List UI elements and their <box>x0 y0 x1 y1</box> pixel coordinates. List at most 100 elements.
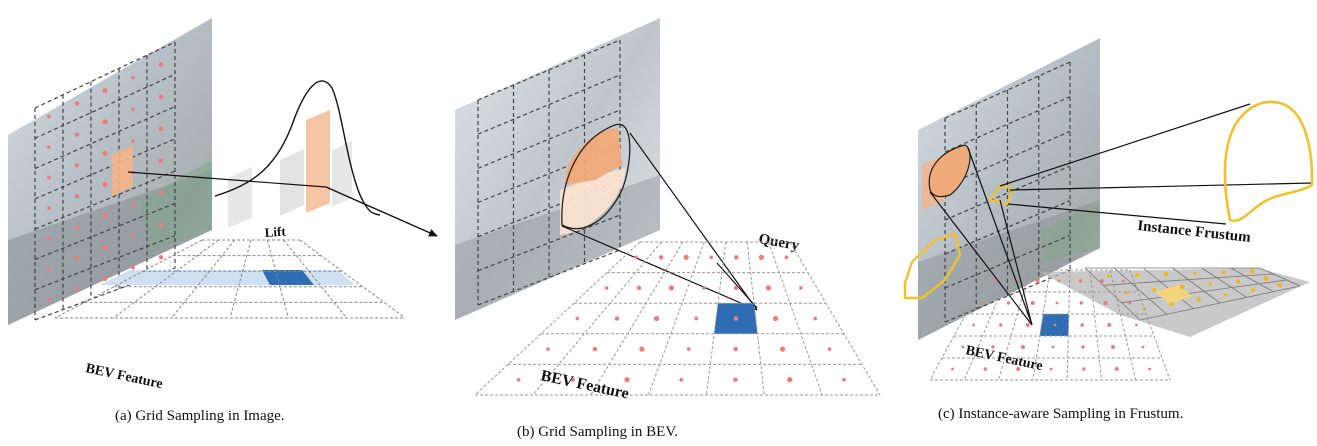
sample-point <box>686 347 691 351</box>
projected-region <box>560 123 631 235</box>
bev-grid-line <box>746 241 765 396</box>
instance-outline-car <box>903 232 962 300</box>
lift-label: Lift <box>264 224 287 240</box>
sample-point <box>47 175 51 180</box>
sample-point <box>991 345 995 349</box>
sample-point <box>813 316 817 321</box>
frustum-point <box>1163 271 1169 277</box>
sample-point <box>1099 279 1104 283</box>
frustum-point <box>1106 274 1111 278</box>
sample-point <box>780 346 786 352</box>
bev-grid-line <box>1066 269 1071 381</box>
image-grid-line <box>944 269 1071 323</box>
frustum-grid-line <box>1259 267 1301 287</box>
bev-grid-line <box>113 239 219 319</box>
sample-point <box>787 377 793 383</box>
ray-line <box>999 199 1033 326</box>
sample-point <box>758 254 764 260</box>
sample-point <box>772 315 779 322</box>
sample-point <box>654 315 660 322</box>
bev-feature-label: BEV Feature <box>84 361 164 392</box>
sample-point <box>999 323 1003 327</box>
sample-point <box>734 255 739 260</box>
sample-point <box>131 139 135 143</box>
sample-point <box>709 255 714 260</box>
bev-grid-line <box>789 241 881 396</box>
sample-point <box>102 213 108 219</box>
lift-arrow <box>325 186 438 237</box>
frustum-point <box>1169 302 1174 307</box>
sample-point <box>679 377 684 382</box>
highlighted-image-cell <box>112 145 133 196</box>
image-grid-line <box>944 200 1071 255</box>
bev-grid-line <box>54 239 203 319</box>
caption-a: (a) Grid Sampling in Image. <box>115 408 285 424</box>
sample-point <box>658 255 664 260</box>
bev-grid-line <box>768 241 823 396</box>
query-pointer <box>716 262 758 309</box>
sample-point <box>102 275 108 281</box>
image-grid-line <box>944 61 1071 119</box>
sample-point <box>842 377 846 382</box>
sample-point <box>47 297 51 302</box>
sample-point <box>614 316 620 321</box>
depth-bar-highlight <box>306 110 330 213</box>
frustum-sample-points <box>1106 269 1283 311</box>
sample-point <box>74 101 80 106</box>
sample-point <box>1121 279 1125 283</box>
bev-grid-line <box>648 241 705 396</box>
bev-feature-grid <box>474 241 881 396</box>
sample-point <box>102 181 108 188</box>
bev-sample-points <box>516 254 846 383</box>
ray-line <box>967 147 1033 326</box>
instance-outline-small <box>988 184 1014 206</box>
frustum-grid-line <box>1113 267 1167 315</box>
sample-point <box>733 377 738 382</box>
sample-point <box>1035 279 1040 283</box>
frustum-point <box>1277 282 1283 288</box>
sample-point <box>546 347 550 351</box>
sample-point <box>639 346 645 352</box>
image-grass-patch <box>140 160 212 250</box>
frustum-grid-line <box>1201 267 1247 298</box>
frustum-point <box>1196 297 1201 302</box>
sample-point <box>951 367 954 371</box>
sample-point <box>74 224 80 230</box>
sample-point <box>102 88 108 94</box>
projection-line <box>999 103 1251 187</box>
frustum-point <box>1152 287 1157 292</box>
sample-point <box>592 346 598 352</box>
depth-distribution <box>214 80 381 228</box>
sample-point <box>993 279 997 283</box>
caption-c: (c) Instance-aware Sampling in Frustum. <box>938 406 1184 422</box>
bev-grid-line <box>532 241 662 396</box>
sample-point <box>701 286 706 290</box>
frustum-highlight-cell <box>1155 285 1192 304</box>
frustum-point <box>1249 269 1255 274</box>
sample-point <box>1016 367 1021 371</box>
frustum-grid-line <box>1103 273 1274 286</box>
sample-point <box>983 367 987 371</box>
image-grid-line <box>477 74 621 135</box>
image-grid-line <box>34 41 176 109</box>
sample-point <box>47 236 51 241</box>
sample-point <box>1049 367 1053 371</box>
sample-point <box>47 267 51 271</box>
sample-point <box>604 286 609 290</box>
sample-point <box>982 301 986 305</box>
frustum-point <box>1124 290 1129 295</box>
frustum-grid <box>1084 267 1301 321</box>
projection-line <box>1007 203 1227 225</box>
sample-point <box>131 202 135 207</box>
sample-point <box>1111 345 1115 349</box>
bev-feature-grid <box>54 239 406 319</box>
sample-point <box>102 119 108 125</box>
ray-line <box>127 171 327 188</box>
depth-bar <box>228 167 252 228</box>
bev-grid-line <box>299 239 406 319</box>
frustum-point <box>1250 288 1255 293</box>
frustum-point <box>1135 273 1140 278</box>
sample-point <box>733 316 739 321</box>
sample-point <box>131 265 135 270</box>
